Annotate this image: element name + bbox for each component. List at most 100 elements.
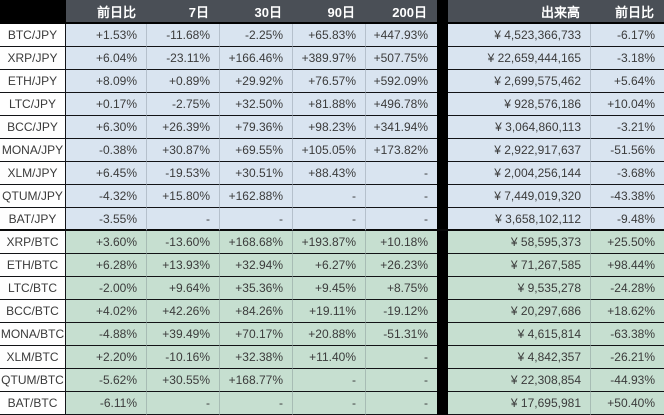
- change-30d-cell: +168.77%: [219, 369, 292, 392]
- volume-cell: ¥ 3,658,102,112: [448, 208, 590, 231]
- volume-change-cell: -26.21%: [590, 346, 664, 369]
- change-7d-cell: -19.53%: [146, 162, 219, 185]
- volume-cell: ¥ 71,267,585: [448, 254, 590, 277]
- volume-cell: ¥ 4,842,357: [448, 346, 590, 369]
- column-gap-cell: [437, 346, 448, 369]
- pair-label: ETH/BTC: [0, 254, 66, 277]
- volume-cell: ¥ 928,576,186: [448, 93, 590, 116]
- change-200d-cell: +447.93%: [365, 24, 437, 47]
- change-30d-cell: +166.46%: [219, 47, 292, 70]
- volume-change-cell: -3.18%: [590, 47, 664, 70]
- change-1d-cell: +4.02%: [66, 300, 146, 323]
- volume-change-cell: -9.48%: [590, 208, 664, 231]
- pair-label: XLM/JPY: [0, 162, 66, 185]
- change-200d-cell: +592.09%: [365, 70, 437, 93]
- change-200d-cell: +507.75%: [365, 47, 437, 70]
- change-7d-cell: +9.64%: [146, 277, 219, 300]
- column-gap-cell: [437, 24, 448, 47]
- change-200d-cell: +8.75%: [365, 277, 437, 300]
- volume-change-cell: -51.56%: [590, 139, 664, 162]
- volume-cell: ¥ 4,523,366,733: [448, 24, 590, 47]
- volume-change-cell: -63.38%: [590, 323, 664, 346]
- change-90d-cell: +11.40%: [292, 346, 365, 369]
- column-header-volume-change-1d: 前日比: [590, 0, 664, 24]
- change-90d-cell: +81.88%: [292, 93, 365, 116]
- volume-change-cell: -6.17%: [590, 24, 664, 47]
- change-1d-cell: +3.60%: [66, 231, 146, 254]
- change-7d-cell: +13.93%: [146, 254, 219, 277]
- change-1d-cell: +8.09%: [66, 70, 146, 93]
- change-1d-cell: -2.00%: [66, 277, 146, 300]
- change-200d-cell: +173.82%: [365, 139, 437, 162]
- change-90d-cell: +9.45%: [292, 277, 365, 300]
- change-1d-cell: -0.38%: [66, 139, 146, 162]
- change-200d-cell: -: [365, 208, 437, 231]
- volume-change-cell: +18.62%: [590, 300, 664, 323]
- pair-label: XLM/BTC: [0, 346, 66, 369]
- volume-cell: ¥ 2,004,256,144: [448, 162, 590, 185]
- column-header-30d: 30日: [219, 0, 292, 24]
- column-gap-cell: [437, 93, 448, 116]
- volume-cell: ¥ 9,535,278: [448, 277, 590, 300]
- column-header-90d: 90日: [292, 0, 365, 24]
- column-gap: [437, 0, 448, 24]
- change-30d-cell: -: [219, 208, 292, 231]
- column-gap-cell: [437, 116, 448, 139]
- change-1d-cell: -5.62%: [66, 369, 146, 392]
- pair-label: MONA/JPY: [0, 139, 66, 162]
- change-90d-cell: +65.83%: [292, 24, 365, 47]
- change-7d-cell: +39.49%: [146, 323, 219, 346]
- change-30d-cell: +70.17%: [219, 323, 292, 346]
- change-7d-cell: -10.16%: [146, 346, 219, 369]
- volume-change-cell: -24.28%: [590, 277, 664, 300]
- change-7d-cell: -23.11%: [146, 47, 219, 70]
- column-gap-cell: [437, 323, 448, 346]
- change-90d-cell: +20.88%: [292, 323, 365, 346]
- column-gap-cell: [437, 300, 448, 323]
- change-200d-cell: -51.31%: [365, 323, 437, 346]
- change-200d-cell: -: [365, 346, 437, 369]
- change-7d-cell: +42.26%: [146, 300, 219, 323]
- change-7d-cell: +30.87%: [146, 139, 219, 162]
- pair-label: LTC/BTC: [0, 277, 66, 300]
- change-30d-cell: +32.94%: [219, 254, 292, 277]
- change-200d-cell: +496.78%: [365, 93, 437, 116]
- volume-change-cell: +10.04%: [590, 93, 664, 116]
- volume-change-cell: -3.68%: [590, 162, 664, 185]
- change-200d-cell: -: [365, 185, 437, 208]
- volume-change-cell: +98.44%: [590, 254, 664, 277]
- column-header-volume: 出来高: [448, 0, 590, 24]
- pair-label: BCC/BTC: [0, 300, 66, 323]
- volume-cell: ¥ 3,064,860,113: [448, 116, 590, 139]
- change-90d-cell: -: [292, 369, 365, 392]
- change-7d-cell: -13.60%: [146, 231, 219, 254]
- change-1d-cell: +6.30%: [66, 116, 146, 139]
- change-90d-cell: +6.27%: [292, 254, 365, 277]
- volume-change-cell: -44.93%: [590, 369, 664, 392]
- column-header-change-1d: 前日比: [66, 0, 146, 24]
- change-1d-cell: -4.88%: [66, 323, 146, 346]
- change-30d-cell: +84.26%: [219, 300, 292, 323]
- pair-label: BCC/JPY: [0, 116, 66, 139]
- pair-label: BTC/JPY: [0, 24, 66, 47]
- change-90d-cell: -: [292, 392, 365, 415]
- change-30d-cell: +32.38%: [219, 346, 292, 369]
- change-7d-cell: -2.75%: [146, 93, 219, 116]
- volume-change-cell: +50.40%: [590, 392, 664, 415]
- volume-cell: ¥ 4,615,814: [448, 323, 590, 346]
- volume-cell: ¥ 22,659,444,165: [448, 47, 590, 70]
- change-30d-cell: +29.92%: [219, 70, 292, 93]
- column-gap-cell: [437, 392, 448, 415]
- volume-cell: ¥ 22,308,854: [448, 369, 590, 392]
- volume-cell: ¥ 20,297,686: [448, 300, 590, 323]
- change-1d-cell: +6.04%: [66, 47, 146, 70]
- change-30d-cell: +79.36%: [219, 116, 292, 139]
- change-30d-cell: +69.55%: [219, 139, 292, 162]
- change-200d-cell: -: [365, 392, 437, 415]
- column-gap-cell: [437, 139, 448, 162]
- change-90d-cell: -: [292, 185, 365, 208]
- change-90d-cell: +88.43%: [292, 162, 365, 185]
- change-30d-cell: -2.25%: [219, 24, 292, 47]
- pair-label: QTUM/JPY: [0, 185, 66, 208]
- change-7d-cell: +15.80%: [146, 185, 219, 208]
